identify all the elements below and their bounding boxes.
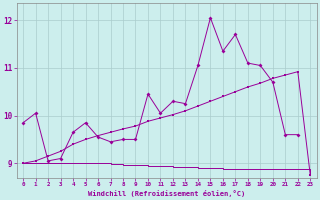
X-axis label: Windchill (Refroidissement éolien,°C): Windchill (Refroidissement éolien,°C) [88, 190, 245, 197]
